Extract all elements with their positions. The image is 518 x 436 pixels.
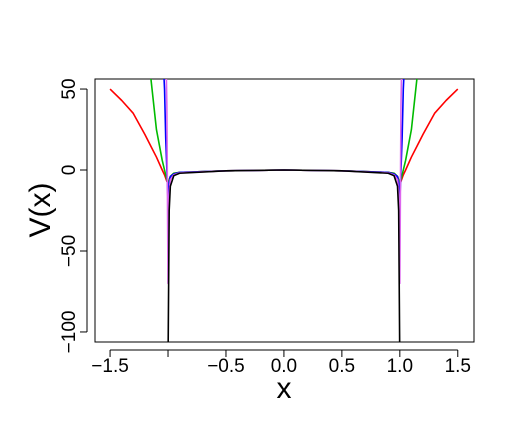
series-line — [150, 79, 418, 186]
x-tick-label: −1.5 — [91, 356, 129, 377]
x-tick-label: 0.5 — [329, 356, 355, 377]
x-tick-label: 1.0 — [387, 356, 413, 377]
series-line — [109, 88, 459, 184]
y-tick-label: 50 — [59, 78, 80, 99]
x-axis-title: x — [277, 372, 292, 405]
plot-frame — [94, 78, 475, 343]
series-line — [165, 79, 403, 285]
x-tick-label: −0.5 — [207, 356, 245, 377]
x-tick-label: 0.0 — [271, 356, 297, 377]
x-tick-label: 1.5 — [445, 356, 471, 377]
y-tick-label: −100 — [59, 311, 80, 354]
series-line — [163, 79, 405, 204]
y-axis-title: V(x) — [24, 183, 57, 238]
series-line — [167, 169, 401, 342]
plot-area — [109, 79, 459, 342]
y-tick-label: −50 — [59, 235, 80, 267]
y-tick-label: 0 — [59, 165, 80, 176]
